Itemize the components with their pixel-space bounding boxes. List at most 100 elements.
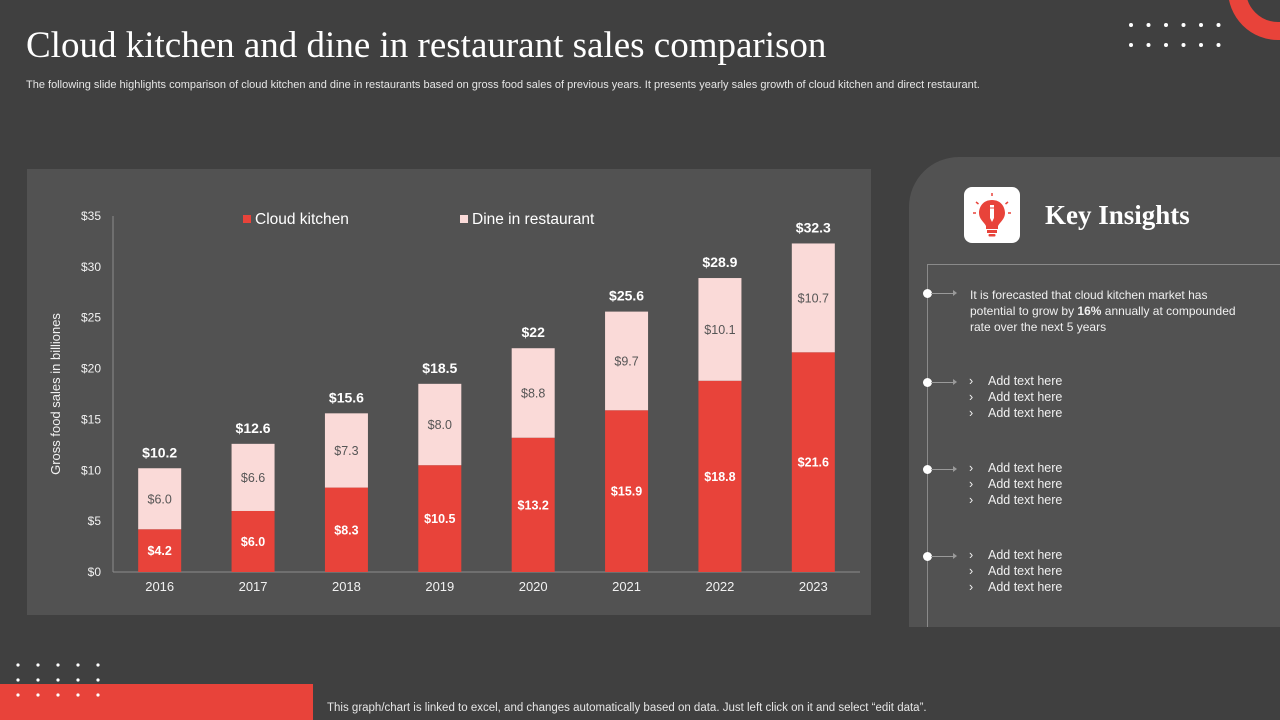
bar-cloud-kitchen [138, 529, 182, 572]
y-tick-label: $30 [81, 260, 101, 274]
bar-total-label: $10.2 [142, 444, 177, 460]
timeline-dot [923, 378, 932, 387]
y-tick-label: $20 [81, 362, 101, 376]
bar-total-label: $22 [522, 324, 546, 340]
decorative-dot [1129, 43, 1133, 47]
bar-cloud-kitchen [698, 380, 742, 572]
bar-data-label: $10.7 [798, 291, 829, 305]
list-item: › Add text here [969, 374, 1063, 388]
bar-dine-in [511, 348, 555, 438]
list-item: › Add text here [969, 390, 1063, 404]
lightbulb-pen-icon [964, 187, 1020, 243]
bar-data-label: $7.3 [334, 444, 358, 458]
chevron-right-icon: › [969, 477, 974, 491]
chevron-right-icon: › [969, 406, 974, 420]
decorative-dot [16, 693, 20, 697]
insight-text-part: annually at compounded rate over the nex… [970, 304, 1236, 334]
legend-swatch [243, 215, 251, 223]
timeline-dot [923, 289, 932, 298]
decorative-dot [36, 678, 40, 682]
bar-cloud-kitchen [324, 487, 368, 572]
decorative-dot [1164, 43, 1168, 47]
bar-dine-in [418, 383, 462, 466]
timeline-arrow [931, 290, 957, 296]
bar-cloud-kitchen [511, 437, 555, 572]
timeline-arrow [931, 553, 957, 559]
bar-data-label: $10.5 [424, 512, 455, 526]
footer-note: This graph/chart is linked to excel, and… [327, 702, 927, 714]
chart-panel[interactable]: $0 $5 $10 $15 $20 $25 $30 $35 Gross food sales i… [27, 169, 871, 615]
chevron-right-icon: › [969, 461, 974, 475]
x-tick-label: 2023 [799, 579, 828, 594]
bar-total-label: $25.6 [609, 288, 644, 304]
chevron-right-icon: › [969, 390, 974, 404]
legend-swatch [460, 215, 468, 223]
insight-growth-rate: 16% [1077, 304, 1102, 318]
insights-divider [927, 264, 1280, 265]
chevron-right-icon: › [969, 493, 974, 507]
bar-total-label: $28.9 [702, 254, 737, 270]
decorative-dot [16, 663, 20, 667]
decorative-dot [36, 693, 40, 697]
y-tick-label: $25 [81, 311, 101, 325]
bar-data-label: $8.0 [428, 418, 452, 432]
decorative-dot [1199, 23, 1203, 27]
decorative-dot [1181, 23, 1186, 27]
list-item: › Add text here [969, 477, 1063, 491]
decorative-dot [1146, 43, 1151, 47]
bar-dine-in [698, 278, 742, 381]
bar-data-label: $6.6 [241, 471, 265, 485]
bar-total-label: $18.5 [422, 360, 457, 376]
bar-data-label: $4.2 [148, 544, 172, 558]
decorative-dot [96, 663, 100, 667]
decorative-dot [76, 663, 80, 667]
bar-data-label: $6.0 [148, 492, 172, 506]
timeline-dot [923, 465, 932, 474]
bar-data-label: $6.0 [241, 535, 265, 549]
bar-cloud-kitchen [791, 352, 835, 572]
bar-data-label: $8.8 [521, 386, 545, 400]
bar-cloud-kitchen [231, 510, 275, 572]
insight-list-2: › Add text here › Add text here › Add text … [969, 460, 1062, 508]
bar-dine-in [324, 413, 368, 488]
x-tick-label: 2022 [705, 579, 734, 594]
insight-list-1: › Add text here › Add text here › Add text … [969, 373, 1062, 421]
bar-cloud-kitchen [605, 410, 649, 572]
y-tick-label: $15 [81, 412, 101, 426]
bar-data-label: $15.9 [611, 485, 642, 499]
chevron-right-icon: › [969, 580, 974, 594]
key-insights-panel: Key Insights It is forecasted that cloud… [909, 157, 1280, 627]
list-item: › Add text here [969, 564, 1063, 578]
decorative-dot [1146, 23, 1151, 27]
footer-accent-bar [0, 684, 313, 720]
x-tick-label: 2018 [332, 579, 361, 594]
bar-data-label: $21.6 [798, 456, 829, 470]
y-axis-title: Gross food sales in billiones [48, 313, 63, 475]
decorative-arc-top-right [1220, 0, 1280, 50]
decorative-dot [1199, 43, 1203, 47]
bar-dine-in [791, 243, 835, 353]
slide-subtitle: The following slide highlights compariso… [26, 79, 980, 91]
decorative-dot [16, 678, 20, 682]
decorative-dot [1216, 23, 1221, 27]
bar-data-label: $18.8 [704, 470, 735, 484]
x-tick-label: 2021 [612, 579, 641, 594]
x-tick-label: 2017 [239, 579, 268, 594]
bar-total-label: $12.6 [236, 420, 271, 436]
legend-label: Dine in restaurant [472, 211, 595, 228]
chevron-right-icon: › [969, 374, 974, 388]
list-item: › Add text here [969, 406, 1063, 420]
bar-dine-in [138, 468, 182, 530]
bar-data-label: $10.1 [704, 323, 735, 337]
slide-title: Cloud kitchen and dine in restaurant sal… [26, 25, 827, 66]
chevron-right-icon: › [969, 564, 974, 578]
timeline-arrow [931, 379, 957, 385]
legend-label: Cloud kitchen [255, 211, 349, 228]
y-tick-label: $0 [88, 565, 102, 579]
timeline-arrow [931, 466, 957, 472]
bar-data-label: $9.7 [614, 354, 638, 368]
stacked-bar-chart[interactable]: $0 $5 $10 $15 $20 $25 $30 $35 Gross food sales i… [27, 169, 871, 615]
bar-total-label: $32.3 [796, 219, 831, 235]
insight-text-part: It is forecasted that cloud kitchen mark… [970, 288, 1208, 318]
insight-main-text: It is forecasted that cloud kitchen mark… [970, 287, 1250, 335]
